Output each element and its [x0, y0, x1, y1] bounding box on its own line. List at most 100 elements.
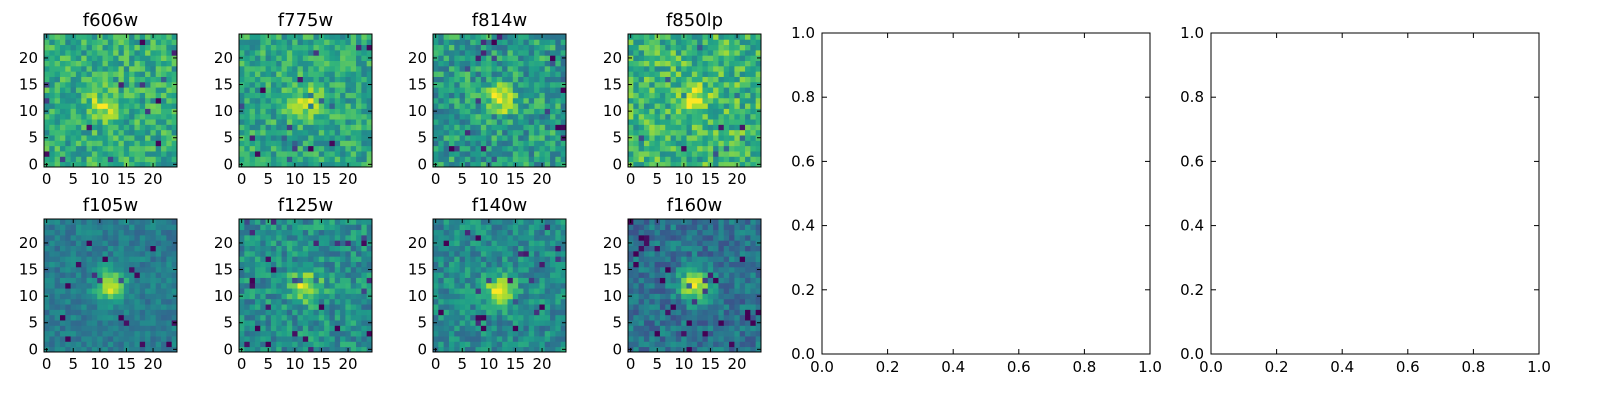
pixel-cell [324, 119, 330, 125]
pixel-cell [134, 44, 141, 51]
pixel-cell [166, 288, 173, 294]
pixel-cell [560, 49, 567, 56]
pixel-cell [244, 330, 251, 337]
pixel-cell [270, 65, 277, 72]
pixel-cell [675, 108, 682, 115]
pixel-cell [239, 76, 245, 83]
pixel-cell [70, 314, 77, 321]
pixel-cell [534, 288, 540, 294]
pixel-cell [707, 55, 714, 61]
pixel-cell [496, 34, 503, 40]
pixel-cell [628, 314, 634, 321]
pixel-cell [755, 272, 762, 278]
pixel-cell [123, 39, 130, 46]
pixel-cell [139, 293, 146, 300]
pixel-cell [265, 341, 272, 348]
pixel-cell [528, 65, 535, 72]
pixel-cell [313, 256, 320, 262]
pixel-cell [713, 156, 719, 163]
pixel-cell [643, 161, 650, 168]
pixel-cell [518, 140, 524, 147]
pixel-cell [91, 145, 98, 152]
pixel-cell [659, 314, 666, 321]
pixel-cell [308, 261, 314, 268]
pixel-cell [292, 288, 298, 294]
pixel-cell [523, 44, 530, 51]
pixel-cell [480, 282, 487, 289]
y-tick-label: 10 [214, 287, 233, 305]
pixel-cell [734, 39, 741, 46]
pixel-cell [361, 87, 368, 93]
pixel-cell [350, 156, 357, 163]
pixel-cell [81, 309, 87, 316]
pixel-cell [502, 97, 508, 104]
pixel-cell [313, 108, 320, 115]
pixel-cell [475, 229, 482, 236]
pixel-cell [161, 129, 167, 136]
pixel-cell [91, 161, 98, 168]
pixel-cell [123, 76, 130, 83]
pixel-cell [81, 261, 87, 268]
pixel-cell [171, 250, 178, 257]
pixel-cell [150, 277, 157, 284]
pixel-cell [91, 293, 98, 300]
pixel-cell [681, 55, 687, 61]
pixel-cell [443, 113, 450, 120]
pixel-cell [528, 245, 535, 252]
pixel-cell [438, 266, 445, 273]
pixel-cell [145, 151, 151, 157]
pixel-cell [129, 298, 135, 305]
pixel-cell [539, 39, 546, 46]
pixel-cell [97, 330, 103, 337]
pixel-cell [102, 341, 109, 348]
pixel-cell [675, 288, 682, 294]
pixel-cell [118, 304, 125, 310]
pixel-cell [265, 39, 272, 46]
pixel-cell [59, 256, 66, 262]
pixel-cell [155, 87, 162, 93]
pixel-cell [318, 304, 325, 310]
pixel-cell [448, 234, 455, 241]
pixel-cell [113, 119, 119, 125]
pixel-cell [475, 341, 482, 348]
pixel-cell [265, 330, 272, 337]
pixel-cell [560, 330, 567, 337]
pixel-cell [628, 76, 634, 83]
pixel-cell [534, 346, 540, 353]
pixel-cell [286, 272, 293, 278]
pixel-cell [638, 309, 645, 316]
pixel-cell [270, 103, 277, 109]
pixel-cell [150, 71, 157, 77]
pixel-cell [649, 161, 655, 168]
pixel-cell [356, 49, 362, 56]
pixel-cell [281, 103, 288, 109]
pixel-cell [729, 65, 735, 72]
pixel-cell [438, 119, 445, 125]
pixel-cell [70, 224, 77, 231]
pixel-cell [134, 119, 141, 125]
pixel-cell [745, 124, 751, 131]
pixel-cell [155, 65, 162, 72]
pixel-cell [707, 49, 714, 56]
pixel-cell [270, 250, 277, 257]
pixel-cell [512, 49, 519, 56]
pixel-cell [475, 145, 482, 152]
pixel-cell [659, 119, 666, 125]
pixel-cell [512, 151, 519, 157]
y-tick-label: 0 [612, 155, 622, 173]
pixel-cell [544, 71, 551, 77]
pixel-cell [350, 330, 357, 337]
pixel-cell [443, 151, 450, 157]
pixel-cell [528, 325, 535, 332]
pixel-cell [49, 256, 56, 262]
pixel-cell [550, 304, 556, 310]
pixel-cell [345, 145, 352, 152]
pixel-cell [286, 49, 293, 56]
pixel-cell [302, 219, 309, 225]
pixel-cell [702, 304, 709, 310]
pixel-cell [628, 49, 634, 56]
pixel-cell [334, 76, 341, 83]
pixel-cell [97, 81, 103, 88]
pixel-cell [308, 113, 314, 120]
